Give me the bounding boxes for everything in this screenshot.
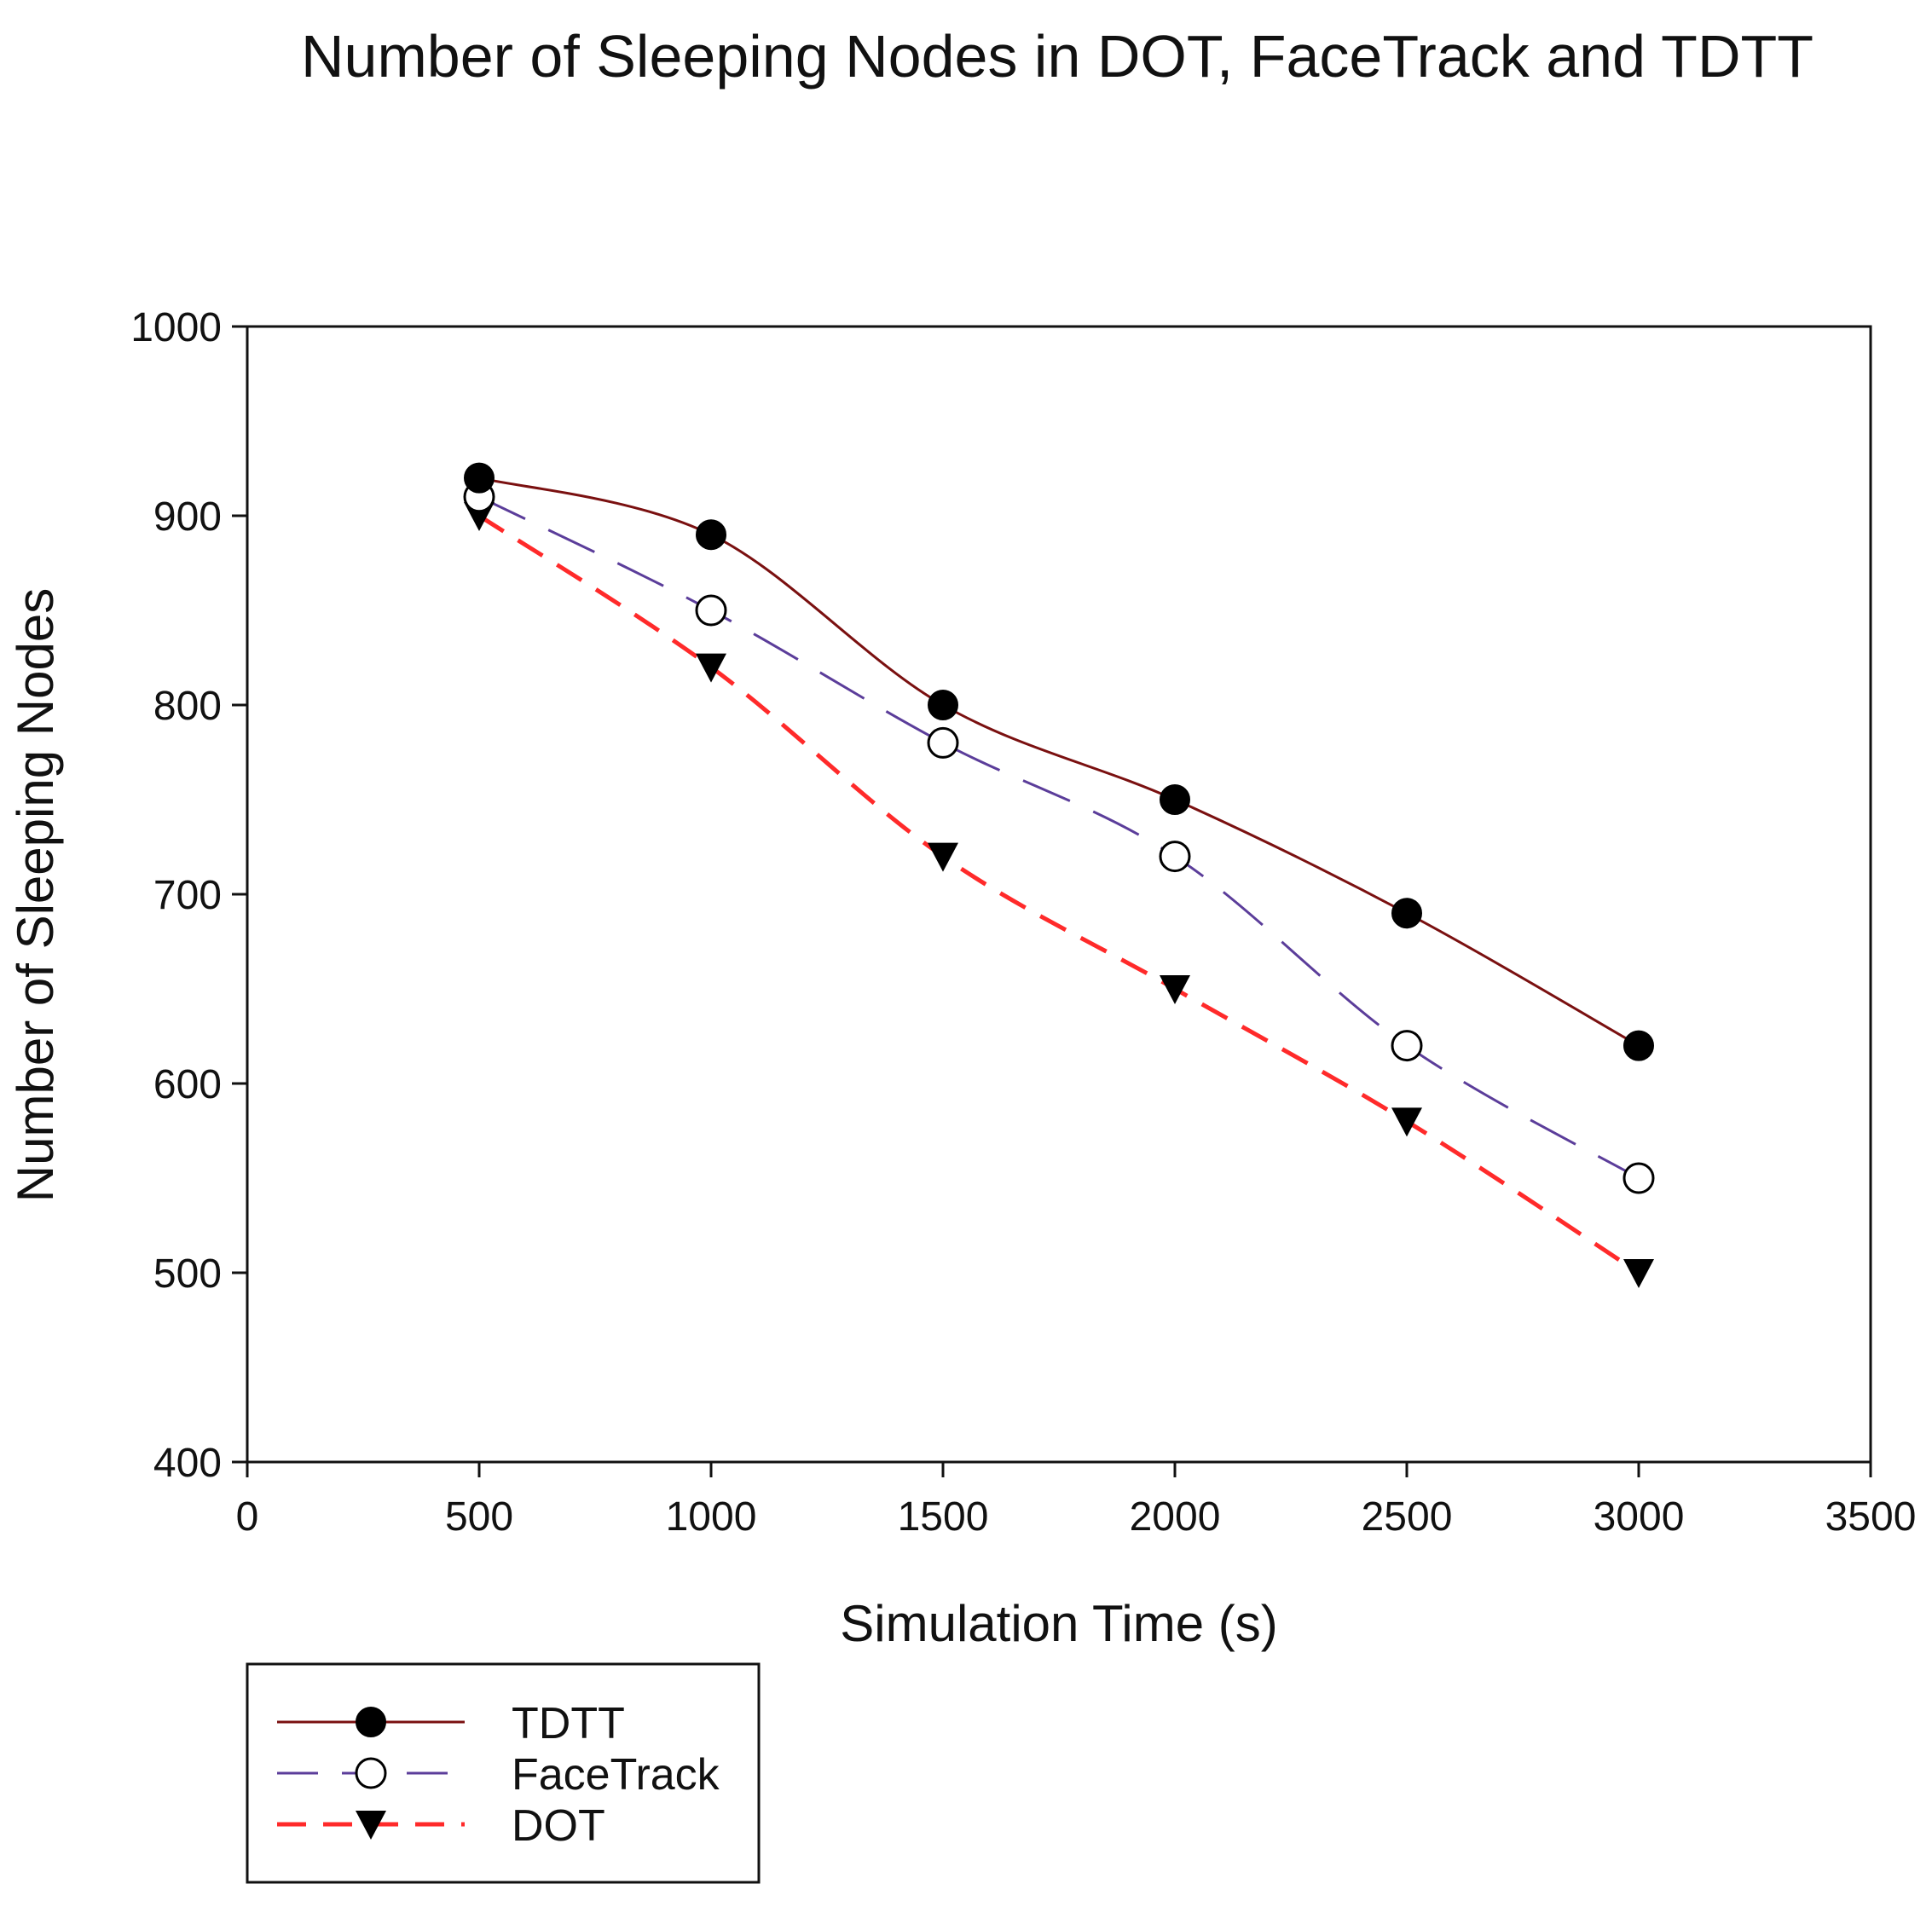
series-line-facetrack (478, 495, 1640, 1180)
data-point-tdtt (464, 462, 495, 494)
legend-marker-dot (356, 1811, 386, 1840)
y-axis-label: Number of Sleeping Nodes (7, 588, 64, 1202)
x-tick-label: 3500 (1825, 1494, 1917, 1540)
y-tick-label: 600 (153, 1062, 222, 1107)
data-point-tdtt (1160, 784, 1190, 815)
y-axis-ticks: 400 500 600 700 800 900 1000 (130, 305, 247, 1486)
data-point-facetrack (927, 726, 959, 759)
legend-marker-facetrack (355, 1757, 387, 1789)
chart-title: Number of Sleeping Nodes in DOT, FaceTra… (301, 23, 1813, 90)
data-point-dot (928, 842, 958, 872)
series-line-tdtt (478, 477, 1640, 1047)
y-tick-label: 700 (153, 873, 222, 918)
y-tick-label: 500 (153, 1251, 222, 1297)
legend-frame (246, 1662, 761, 1884)
data-point-facetrack (695, 594, 727, 627)
data-point-tdtt (928, 690, 958, 720)
data-point-tdtt (696, 519, 726, 551)
data-point-dot (1391, 1107, 1422, 1137)
x-tick-label: 2500 (1362, 1494, 1453, 1540)
x-tick-label: 3000 (1594, 1494, 1685, 1540)
data-point-tdtt (1623, 1030, 1654, 1061)
data-point-facetrack (1159, 841, 1191, 873)
data-point-facetrack (1391, 1030, 1423, 1062)
y-tick-label: 800 (153, 684, 222, 729)
y-tick-label: 900 (153, 494, 222, 540)
x-tick-label: 1000 (666, 1494, 757, 1540)
x-tick-label: 2000 (1130, 1494, 1221, 1540)
x-tick-label: 500 (445, 1494, 513, 1540)
y-tick-label: 1000 (130, 305, 222, 350)
legend-label-dot: DOT (512, 1801, 605, 1851)
legend-marker-tdtt (356, 1707, 386, 1737)
y-tick-label: 400 (153, 1441, 222, 1486)
series-line-dot (477, 513, 1640, 1275)
legend-label-facetrack: FaceTrack (512, 1750, 720, 1800)
x-axis-ticks: 0 500 1000 1500 2000 2500 3000 3500 (236, 1462, 1917, 1540)
data-point-dot (1160, 975, 1190, 1004)
x-axis-label: Simulation Time (s) (840, 1595, 1277, 1652)
data-point-tdtt (1391, 898, 1422, 929)
data-point-dot (1623, 1259, 1654, 1288)
data-point-facetrack (1623, 1162, 1655, 1194)
series-layer (463, 462, 1655, 1288)
legend-label-tdtt: TDTT (512, 1699, 625, 1748)
x-tick-label: 0 (236, 1494, 259, 1540)
x-tick-label: 1500 (898, 1494, 989, 1540)
data-point-dot (696, 653, 726, 683)
